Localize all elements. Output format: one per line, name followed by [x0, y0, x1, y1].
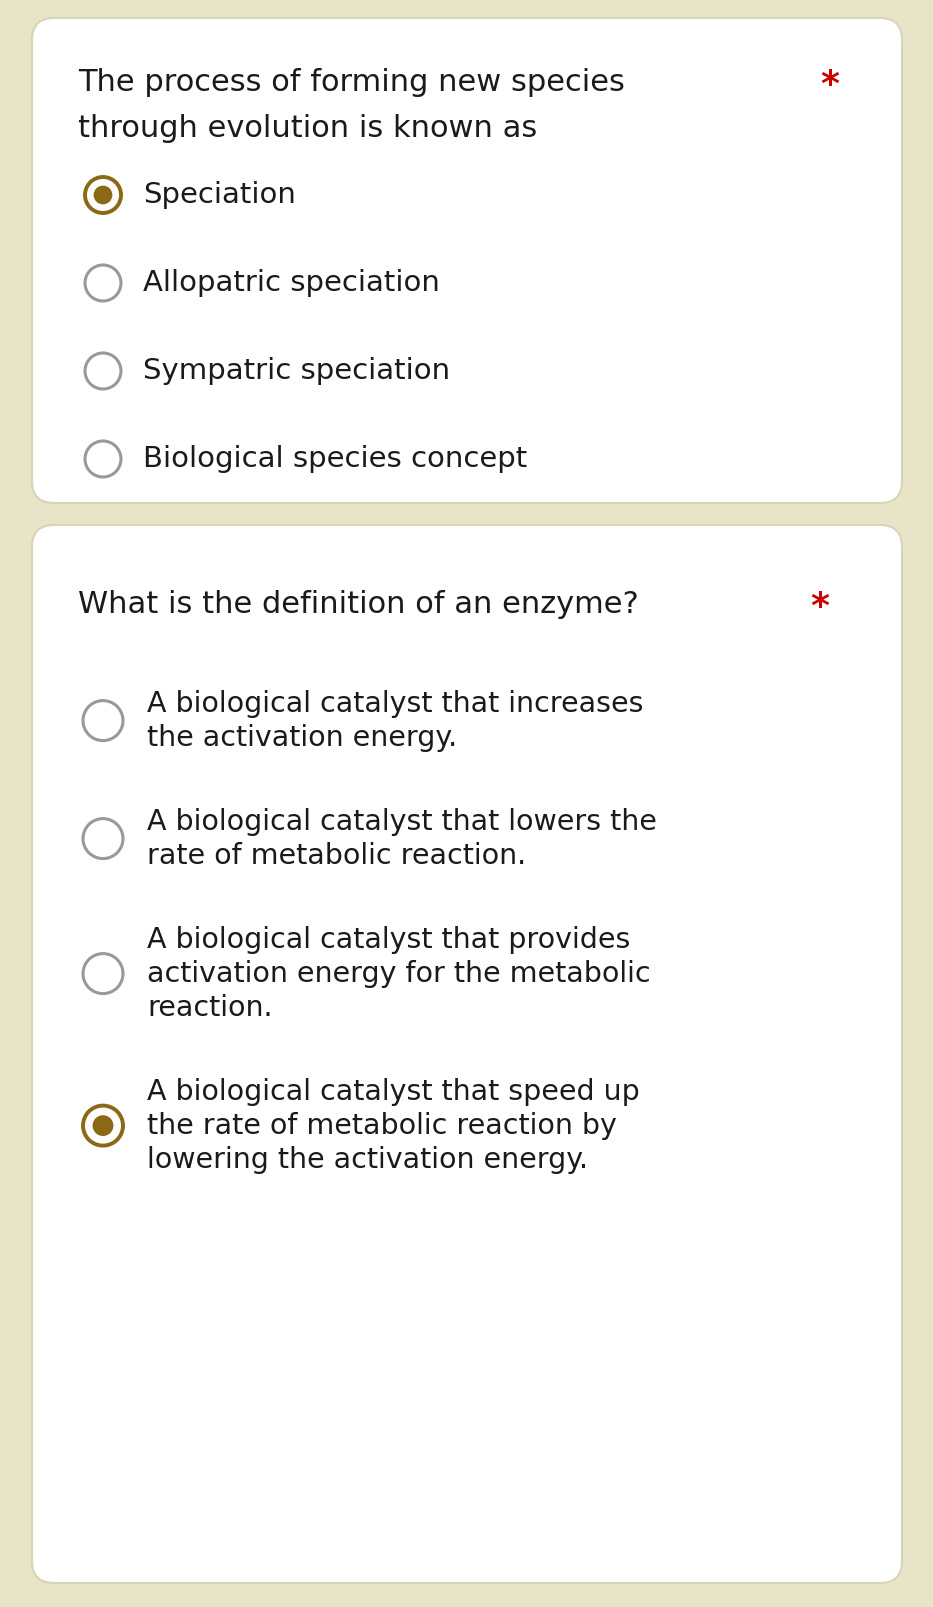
Text: A biological catalyst that increases: A biological catalyst that increases	[147, 689, 644, 718]
Circle shape	[85, 177, 121, 214]
Text: A biological catalyst that lowers the: A biological catalyst that lowers the	[147, 808, 657, 836]
Circle shape	[85, 440, 121, 477]
Text: A biological catalyst that speed up: A biological catalyst that speed up	[147, 1078, 640, 1106]
Circle shape	[83, 701, 123, 741]
Text: reaction.: reaction.	[147, 995, 272, 1022]
Circle shape	[92, 1115, 114, 1136]
Text: lowering the activation energy.: lowering the activation energy.	[147, 1146, 588, 1175]
Text: *: *	[820, 67, 839, 101]
Text: through evolution is known as: through evolution is known as	[78, 114, 537, 143]
Text: The process of forming new species: The process of forming new species	[78, 67, 625, 96]
Text: A biological catalyst that provides: A biological catalyst that provides	[147, 926, 631, 955]
Circle shape	[85, 265, 121, 301]
Text: Biological species concept: Biological species concept	[143, 445, 527, 472]
FancyBboxPatch shape	[32, 525, 902, 1583]
Text: rate of metabolic reaction.: rate of metabolic reaction.	[147, 842, 526, 869]
Circle shape	[93, 186, 112, 204]
Text: the activation energy.: the activation energy.	[147, 725, 457, 752]
Circle shape	[85, 354, 121, 389]
Text: Sympatric speciation: Sympatric speciation	[143, 357, 450, 386]
Circle shape	[83, 1106, 123, 1146]
Text: activation energy for the metabolic: activation energy for the metabolic	[147, 959, 650, 988]
Circle shape	[83, 818, 123, 858]
Text: *: *	[810, 590, 829, 624]
Text: What is the definition of an enzyme?: What is the definition of an enzyme?	[78, 590, 639, 619]
FancyBboxPatch shape	[32, 18, 902, 503]
Text: Speciation: Speciation	[143, 182, 296, 209]
Text: the rate of metabolic reaction by: the rate of metabolic reaction by	[147, 1112, 617, 1139]
Circle shape	[83, 953, 123, 993]
Text: Allopatric speciation: Allopatric speciation	[143, 268, 439, 297]
